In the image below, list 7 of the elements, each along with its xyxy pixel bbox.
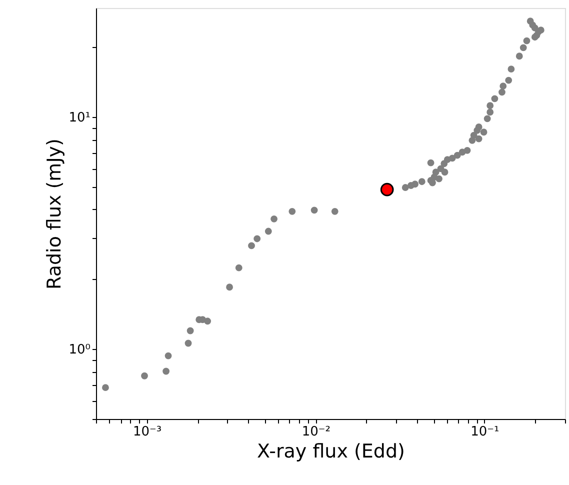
y-tick-label: 10⁰ bbox=[68, 342, 90, 358]
y-axis-title: Radio flux (mJy) bbox=[44, 138, 66, 290]
x-tick-label: 10⁻³ bbox=[133, 424, 162, 440]
x-axis-title: X-ray flux (Edd) bbox=[257, 440, 405, 462]
y-tick-label: 10¹ bbox=[68, 110, 90, 126]
x-tick-label: 10⁻² bbox=[302, 424, 330, 440]
x-tick-label: 10⁻¹ bbox=[470, 424, 500, 440]
